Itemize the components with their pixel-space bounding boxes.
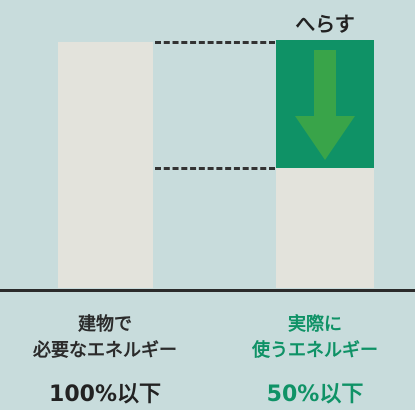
required-energy-caption: 建物で 必要なエネルギー — [0, 312, 210, 364]
actual-energy-caption-line1: 実際に — [215, 312, 415, 338]
required-energy-caption-line1: 建物で — [0, 312, 210, 338]
required-energy-caption-line2: 必要なエネルギー — [0, 338, 210, 364]
actual-energy-caption-line2: 使うエネルギー — [215, 338, 415, 364]
actual-energy-caption: 実際に 使うエネルギー — [215, 312, 415, 364]
actual-energy-bar — [276, 168, 374, 288]
reduce-label: へらす — [276, 8, 374, 37]
down-arrow-icon — [276, 40, 374, 168]
actual-energy-value: 50%以下 — [215, 376, 415, 408]
required-energy-value: 100%以下 — [0, 376, 210, 408]
top-dashed-guide — [155, 41, 275, 44]
baseline — [0, 289, 415, 292]
middle-dashed-guide — [155, 167, 275, 170]
required-energy-bar — [58, 42, 153, 288]
